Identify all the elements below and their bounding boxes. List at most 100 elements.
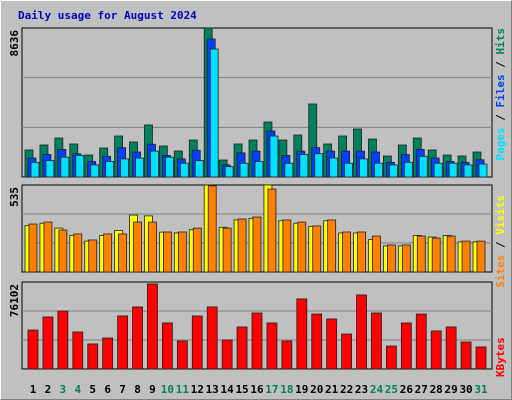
bar xyxy=(461,240,471,273)
bar xyxy=(237,218,247,273)
bar xyxy=(222,227,232,273)
y-tick-label: 535 xyxy=(8,187,21,207)
bar xyxy=(329,157,339,178)
bar xyxy=(314,153,324,178)
x-tick-label: 7 xyxy=(119,383,126,396)
x-tick-label: 4 xyxy=(74,383,81,396)
bar xyxy=(357,231,366,273)
bar xyxy=(105,161,115,178)
bar xyxy=(179,162,189,178)
x-tick-label: 25 xyxy=(385,383,398,396)
bar xyxy=(359,158,368,178)
bar xyxy=(344,162,354,178)
bar xyxy=(430,330,442,370)
bar xyxy=(416,235,426,273)
bar xyxy=(460,341,472,370)
bar xyxy=(388,164,398,178)
bar xyxy=(299,154,309,178)
bar xyxy=(385,345,397,370)
bar xyxy=(327,219,337,273)
bar xyxy=(150,150,159,178)
bar xyxy=(118,233,127,273)
bar xyxy=(326,318,338,370)
bar xyxy=(103,233,113,273)
bar xyxy=(75,155,85,178)
bar xyxy=(342,231,352,273)
bar xyxy=(251,312,263,370)
bar xyxy=(372,235,381,273)
bar xyxy=(120,158,129,178)
x-tick-label: 12 xyxy=(191,383,204,396)
x-tick-label: 2 xyxy=(45,383,52,396)
x-tick-label: 8 xyxy=(134,383,141,396)
bar xyxy=(269,135,279,178)
bar xyxy=(282,219,292,273)
bar xyxy=(252,216,262,273)
x-tick-label: 21 xyxy=(325,383,339,396)
x-tick-label: 13 xyxy=(206,383,219,396)
x-tick-label: 16 xyxy=(250,383,264,396)
bar xyxy=(266,322,278,370)
bar xyxy=(102,337,114,370)
bar xyxy=(90,164,100,178)
x-tick-label: 11 xyxy=(176,383,190,396)
bar xyxy=(433,162,443,178)
bar xyxy=(191,315,203,370)
x-tick-label: 31 xyxy=(474,383,488,396)
legend-entry: Visits xyxy=(494,195,507,235)
bar xyxy=(312,225,322,273)
bar xyxy=(133,221,142,273)
bar xyxy=(463,164,473,178)
x-tick-label: 30 xyxy=(459,383,472,396)
bar xyxy=(162,231,172,273)
x-tick-label: 15 xyxy=(235,383,248,396)
bar xyxy=(356,294,367,370)
x-tick-label: 26 xyxy=(400,383,414,396)
bar xyxy=(475,346,487,370)
legend: KBytes xyxy=(494,337,507,377)
legend: Sites / Visits xyxy=(494,195,507,288)
y-tick-label: 76102 xyxy=(8,284,21,317)
legend-entry: Hits xyxy=(494,28,507,55)
bar xyxy=(401,244,411,273)
x-tick-label: 27 xyxy=(415,383,428,396)
x-tick-label: 20 xyxy=(310,383,323,396)
bar xyxy=(87,343,99,370)
x-tick-label: 29 xyxy=(445,383,458,396)
bar xyxy=(177,231,187,273)
bar xyxy=(284,162,294,178)
chart-title: Daily usage for August 2024 xyxy=(18,9,197,22)
bar xyxy=(117,315,128,370)
legend-entry: KBytes xyxy=(494,337,507,377)
bar xyxy=(147,283,158,370)
bar xyxy=(371,312,382,370)
x-tick-label: 5 xyxy=(89,383,96,396)
bar xyxy=(206,306,218,370)
bar xyxy=(72,331,84,370)
bar xyxy=(418,155,428,178)
x-tick-label: 1 xyxy=(30,383,37,396)
bar xyxy=(161,322,173,370)
bar xyxy=(415,313,427,370)
bar xyxy=(448,162,458,178)
bar xyxy=(30,161,40,178)
x-tick-label: 3 xyxy=(60,383,67,396)
bar xyxy=(42,316,54,370)
bar xyxy=(224,166,234,178)
bar xyxy=(209,48,219,178)
bar xyxy=(403,161,413,178)
x-tick-label: 23 xyxy=(355,383,368,396)
x-tick-label: 18 xyxy=(280,383,293,396)
x-tick-label: 22 xyxy=(340,383,353,396)
bar xyxy=(27,329,39,370)
bar xyxy=(445,326,457,370)
bar xyxy=(221,339,233,370)
bar xyxy=(297,221,307,273)
x-tick-label: 24 xyxy=(370,383,384,396)
x-tick-label: 17 xyxy=(265,383,278,396)
legend-separator: / xyxy=(494,55,507,75)
bar xyxy=(267,188,277,273)
bar xyxy=(164,156,174,178)
bar xyxy=(132,306,143,370)
